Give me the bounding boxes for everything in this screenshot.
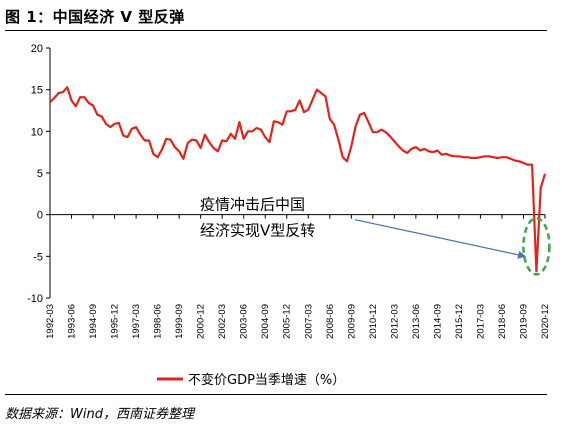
y-tick-label: 15 bbox=[31, 85, 43, 97]
y-axis-ticks: -10 -5 0 5 10 15 20 bbox=[27, 43, 50, 305]
x-tick-label: 2000-12 bbox=[196, 304, 207, 339]
x-tick-label: 2008-06 bbox=[325, 304, 336, 339]
chart-legend: 不变价GDP当季增速（%） bbox=[157, 372, 345, 388]
x-tick-label: 2013-06 bbox=[411, 304, 422, 339]
x-tick-label: 2018-06 bbox=[497, 304, 508, 339]
title-rule bbox=[5, 30, 547, 31]
y-tick-label: 5 bbox=[37, 168, 43, 180]
y-tick-label: 10 bbox=[31, 126, 43, 138]
x-tick-label: 2003-06 bbox=[239, 304, 250, 339]
y-tick-label: -5 bbox=[33, 251, 43, 263]
figure-title: 图 1：中国经济 V 型反弹 bbox=[5, 8, 185, 26]
series-line-0 bbox=[49, 86, 547, 273]
x-tick-label: 2015-12 bbox=[454, 304, 465, 339]
x-tick-label: 2019-09 bbox=[518, 304, 529, 339]
annotation-line-1: 疫情冲击后中国 bbox=[200, 196, 305, 214]
x-tick-label: 2002-03 bbox=[217, 304, 228, 339]
x-tick-label: 2012-03 bbox=[389, 304, 400, 339]
x-tick-label: 2010-12 bbox=[368, 304, 379, 339]
x-tick-label: 2014-09 bbox=[432, 304, 443, 339]
y-tick-label: 20 bbox=[31, 43, 43, 55]
gdp-line-chart: -10 -5 0 5 10 15 20 1992-03 1993-06 1994-09 1995-… bbox=[27, 43, 551, 388]
annotation-arrow bbox=[354, 219, 527, 259]
x-tick-label: 1993-06 bbox=[67, 304, 78, 339]
x-tick-label: 1997-03 bbox=[131, 304, 142, 339]
annotation-layer: 疫情冲击后中国 经济实现V型反转 bbox=[200, 196, 527, 259]
x-tick-label: 1998-06 bbox=[153, 304, 164, 339]
x-tick-label: 2005-12 bbox=[282, 304, 293, 339]
y-tick-label: -10 bbox=[27, 293, 43, 305]
y-tick-label: 0 bbox=[37, 210, 43, 222]
x-tick-label: 1999-09 bbox=[174, 304, 185, 339]
series-layer bbox=[49, 86, 551, 276]
data-source-note: 数据来源：Wind，西南证券整理 bbox=[5, 407, 194, 422]
x-tick-label: 2009-09 bbox=[346, 304, 357, 339]
annotation-line-2: 经济实现V型反转 bbox=[200, 222, 315, 240]
legend-label: 不变价GDP当季增速（%） bbox=[188, 372, 345, 388]
source-rule bbox=[5, 394, 547, 395]
x-tick-label: 2020-12 bbox=[540, 304, 551, 339]
x-tick-label: 1992-03 bbox=[45, 304, 56, 339]
x-axis-ticks: 1992-03 1993-06 1994-09 1995-12 1997-03 1998-… bbox=[45, 214, 551, 339]
x-tick-label: 1995-12 bbox=[110, 304, 121, 339]
x-tick-label: 2017-03 bbox=[475, 304, 486, 339]
highlight-ellipse bbox=[522, 217, 551, 276]
x-tick-label: 2007-03 bbox=[303, 304, 314, 339]
chart-axes bbox=[49, 48, 545, 298]
x-tick-label: 2004-09 bbox=[260, 304, 271, 339]
x-tick-label: 1994-09 bbox=[88, 304, 99, 339]
